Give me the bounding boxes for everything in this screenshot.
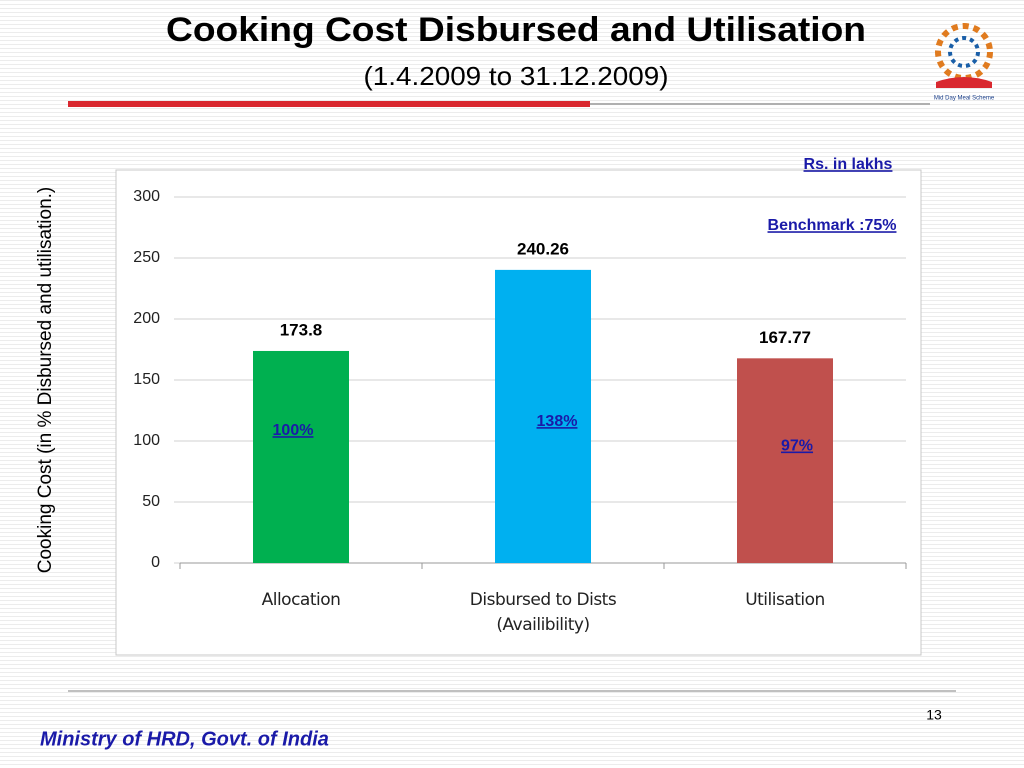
percent-annotation: 100% — [273, 422, 314, 439]
y-tick-label: 250 — [133, 249, 160, 266]
benchmark: Benchmark :75% — [768, 217, 897, 234]
title-rule — [68, 101, 590, 107]
percent-annotation: 138% — [537, 413, 578, 430]
value-label: 173.8 — [280, 320, 323, 339]
value-label: 167.77 — [759, 328, 811, 347]
unit-note: Rs. in lakhs — [804, 156, 893, 173]
logo-caption: Mid Day Meal Scheme — [934, 96, 995, 102]
x-tick-label: Disbursed to Dists (Availibility) — [469, 590, 617, 635]
bar — [253, 350, 349, 563]
logo: Mid Day Meal Scheme — [934, 23, 995, 102]
y-tick-label: 100 — [133, 432, 160, 449]
page-number: 13 — [926, 707, 942, 723]
y-axis-label: Cooking Cost (in % Disbursed and utilisa… — [35, 187, 56, 574]
value-label: 240.26 — [517, 239, 569, 258]
y-tick-label: 50 — [142, 493, 160, 510]
title-rule-grey — [590, 103, 930, 105]
y-tick-label: 300 — [133, 188, 160, 205]
y-tick-label: 0 — [151, 554, 160, 571]
y-tick-label: 150 — [133, 371, 160, 388]
slide-subtitle: (1.4.2009 to 31.12.2009) — [364, 61, 669, 91]
x-tick-label: Allocation — [261, 590, 341, 610]
bar — [495, 269, 591, 563]
percent-annotation: 97% — [781, 438, 813, 455]
footer-org: Ministry of HRD, Govt. of India — [40, 728, 329, 750]
bar — [737, 358, 833, 563]
slide-title: Cooking Cost Disbursed and Utilisation — [166, 11, 866, 49]
footer-rule — [68, 690, 956, 692]
y-tick-label: 200 — [133, 310, 160, 327]
x-tick-label: Utilisation — [745, 590, 825, 610]
